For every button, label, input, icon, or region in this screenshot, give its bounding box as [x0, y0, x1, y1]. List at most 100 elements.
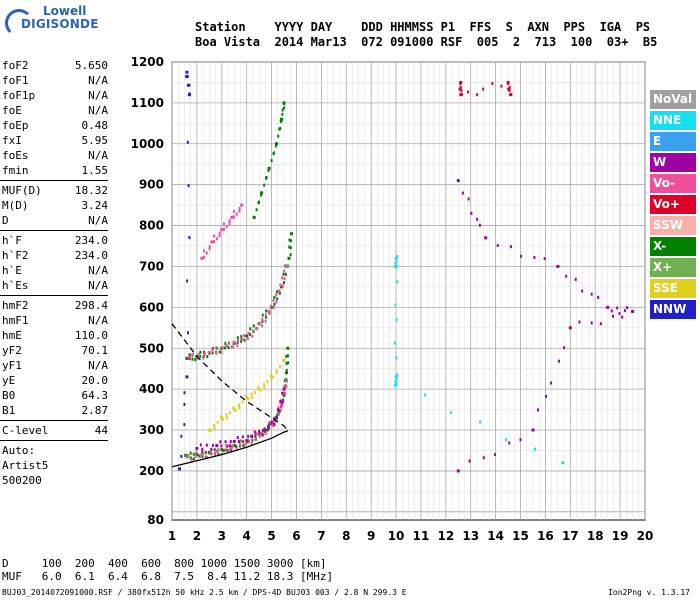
status-text: 500200 [2, 474, 42, 487]
data-point [237, 339, 240, 343]
data-point [285, 354, 288, 358]
data-point [191, 353, 194, 357]
data-point [459, 82, 462, 86]
data-point [240, 337, 244, 341]
param-separator [0, 420, 108, 421]
data-point [203, 255, 206, 259]
x-tick-label: 9 [367, 529, 375, 543]
data-point [394, 303, 397, 307]
data-point [250, 395, 253, 399]
data-point [228, 222, 231, 226]
data-point [259, 388, 262, 392]
data-point [233, 215, 236, 219]
data-point [470, 211, 473, 215]
param-key: C-level [2, 424, 49, 437]
param-value: N/A [88, 104, 108, 117]
data-point [264, 432, 267, 436]
data-point [232, 340, 235, 344]
param-key: fmin [2, 164, 29, 177]
data-point [266, 379, 269, 383]
param-value: 20.0 [81, 374, 109, 387]
data-point [185, 70, 189, 74]
data-point [187, 454, 190, 458]
param-value: 3.24 [81, 199, 109, 212]
data-point [255, 431, 258, 435]
data-point [275, 371, 278, 375]
data-point [237, 403, 240, 407]
legend-item: E [650, 132, 696, 151]
data-point [281, 108, 284, 112]
data-point [205, 251, 208, 255]
data-point [460, 89, 463, 93]
data-point [285, 368, 288, 372]
data-point [215, 351, 218, 355]
param-row: hmF1 N/A [0, 313, 112, 328]
y-tick-label: 600 [139, 300, 164, 314]
data-point [253, 430, 256, 434]
data-point [263, 385, 266, 389]
data-point [240, 339, 243, 343]
data-point [202, 451, 205, 455]
data-point [257, 322, 260, 326]
data-point [202, 249, 205, 253]
param-value: N/A [88, 279, 108, 292]
data-point [228, 444, 231, 448]
param-key: foF2 [2, 59, 29, 72]
param-value: 2.87 [81, 404, 109, 417]
data-point [273, 295, 276, 299]
data-point [199, 354, 202, 358]
data-point [220, 228, 224, 232]
legend-item: Vo+ [650, 195, 696, 214]
data-point [467, 90, 470, 94]
data-point [482, 87, 485, 91]
data-point [278, 364, 281, 368]
param-value: 234.0 [74, 249, 108, 262]
param-row: foEp 0.48 [0, 118, 112, 133]
param-value: N/A [88, 214, 108, 227]
data-point [238, 406, 241, 410]
data-point [590, 321, 593, 325]
param-key: hmF1 [2, 314, 29, 327]
data-point [253, 390, 256, 394]
data-point [246, 337, 249, 341]
data-point [287, 256, 291, 260]
data-point [621, 315, 624, 319]
data-point [257, 432, 261, 436]
data-point [185, 74, 188, 78]
x-tick-label: 10 [388, 529, 405, 543]
legend-item: SSE [650, 279, 696, 298]
data-point [208, 245, 211, 249]
data-point [188, 235, 191, 239]
data-point [461, 191, 464, 195]
data-point [217, 452, 220, 456]
data-point [225, 224, 228, 228]
distance-row: D 100 200 400 600 800 1000 1500 3000 [km… [2, 557, 327, 570]
data-point [189, 456, 192, 460]
data-point [267, 309, 271, 313]
data-point [277, 289, 281, 293]
data-point [203, 352, 206, 356]
data-point [194, 454, 197, 458]
data-point [262, 428, 265, 432]
data-point [205, 456, 208, 460]
data-point [249, 327, 252, 331]
data-point [479, 420, 482, 424]
data-point [230, 215, 234, 219]
data-point [261, 313, 264, 317]
data-point [191, 357, 194, 361]
data-point [284, 392, 287, 396]
parameter-panel: foF2 5.650 foF1 N/A foF1p N/A foE N/A foEp 0.48 fx… [0, 58, 112, 488]
data-point [236, 341, 239, 345]
param-key: yE [2, 374, 16, 387]
data-point [186, 83, 189, 87]
data-point [225, 412, 228, 416]
data-point [270, 159, 273, 163]
x-tick-label: 17 [562, 529, 579, 543]
data-point [496, 244, 499, 248]
data-point [234, 408, 237, 412]
data-point [424, 393, 427, 397]
param-key: B1 [2, 404, 16, 417]
x-tick-label: 8 [342, 529, 350, 543]
data-point [200, 256, 204, 260]
data-point [218, 234, 221, 238]
